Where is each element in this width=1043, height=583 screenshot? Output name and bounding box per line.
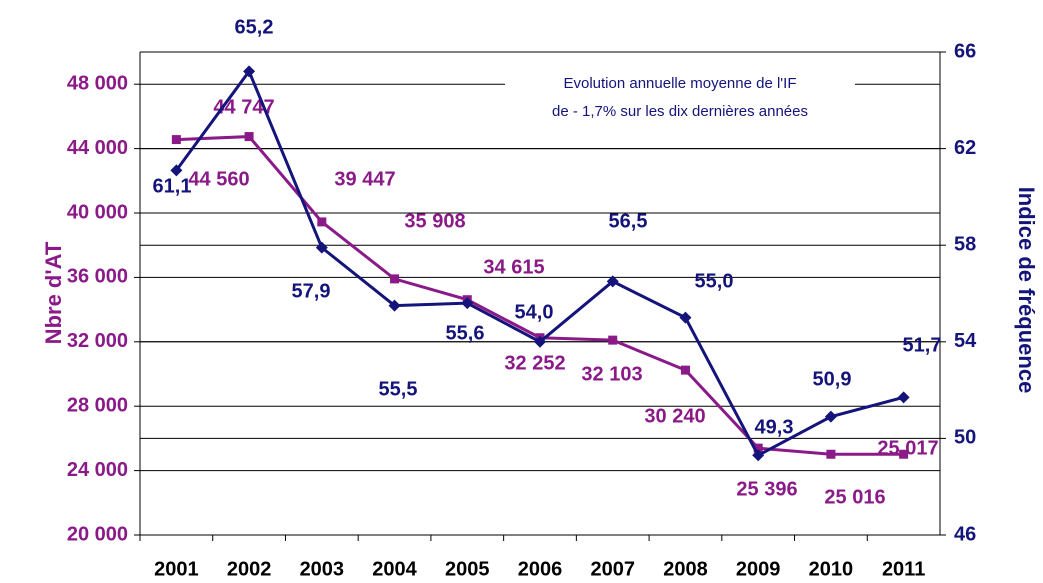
x-tick-label: 2011 — [882, 558, 925, 580]
x-tick-label: 2010 — [809, 558, 854, 580]
marker — [679, 311, 692, 324]
marker — [171, 135, 181, 145]
data-label: 57,9 — [292, 280, 331, 302]
annotation: Evolution annuelle moyenne de l'IF — [563, 75, 796, 92]
data-label: 35 908 — [404, 210, 465, 232]
marker — [315, 241, 328, 254]
marker — [897, 391, 910, 404]
marker — [317, 217, 327, 227]
data-label: 61,1 — [153, 175, 192, 197]
annotation: de - 1,7% sur les dix dernières années — [552, 103, 808, 120]
data-label: 25 017 — [877, 437, 938, 459]
x-tick-label: 2003 — [300, 558, 345, 580]
data-label: 56,5 — [609, 210, 648, 232]
annotation-box — [505, 68, 855, 130]
data-label: 55,5 — [379, 378, 418, 400]
data-label: 32 103 — [581, 363, 642, 385]
y2-tick-label: 50 — [954, 427, 976, 449]
x-tick-label: 2004 — [372, 558, 417, 580]
y-tick-label: 20 000 — [67, 523, 128, 545]
marker — [461, 297, 474, 310]
marker — [753, 443, 763, 453]
y-tick-label: 44 000 — [67, 137, 128, 159]
x-tick-label: 2002 — [227, 558, 272, 580]
y-tick-label: 28 000 — [67, 394, 128, 416]
x-tick-label: 2007 — [590, 558, 635, 580]
y2-tick-label: 54 — [954, 330, 977, 352]
y-tick-label: 48 000 — [67, 72, 128, 94]
x-tick-label: 2009 — [736, 558, 781, 580]
data-label: 25 396 — [736, 478, 797, 500]
data-label: 51,7 — [903, 334, 942, 356]
data-label: 50,9 — [813, 368, 852, 390]
data-label: 49,3 — [755, 416, 794, 438]
marker — [826, 449, 836, 459]
y2-axis-title: Indice de fréquence — [1014, 187, 1039, 394]
marker — [824, 410, 837, 423]
marker — [388, 299, 401, 312]
marker — [899, 449, 909, 459]
data-label: 32 252 — [504, 352, 565, 374]
marker — [244, 132, 254, 142]
data-label: 55,0 — [695, 270, 734, 292]
data-label: 55,6 — [446, 322, 485, 344]
marker — [680, 365, 690, 375]
y2-tick-label: 46 — [954, 523, 976, 545]
y2-tick-label: 58 — [954, 233, 976, 255]
data-label: 44 560 — [188, 168, 249, 190]
y-tick-label: 36 000 — [67, 266, 128, 288]
x-tick-label: 2005 — [445, 558, 490, 580]
marker — [170, 164, 183, 177]
y-tick-label: 40 000 — [67, 201, 128, 223]
data-label: 34 615 — [483, 256, 544, 278]
y-tick-label: 32 000 — [67, 330, 128, 352]
data-label: 30 240 — [644, 405, 705, 427]
y2-tick-label: 66 — [954, 40, 976, 62]
data-label: 54,0 — [515, 301, 554, 323]
data-label: 25 016 — [824, 486, 885, 508]
x-tick-label: 2001 — [154, 558, 199, 580]
y2-tick-label: 62 — [954, 137, 976, 159]
marker — [606, 275, 619, 288]
marker — [390, 274, 400, 284]
marker — [243, 65, 256, 78]
marker — [752, 449, 765, 462]
data-label: 39 447 — [334, 168, 395, 190]
y-tick-label: 24 000 — [67, 459, 128, 481]
marker — [534, 335, 546, 348]
data-label: 44 747 — [213, 96, 274, 118]
x-tick-label: 2008 — [663, 558, 708, 580]
marker — [608, 335, 618, 345]
y-axis-title: Nbre d'AT — [41, 241, 66, 344]
data-label: 65,2 — [235, 16, 274, 38]
x-tick-label: 2006 — [518, 558, 563, 580]
